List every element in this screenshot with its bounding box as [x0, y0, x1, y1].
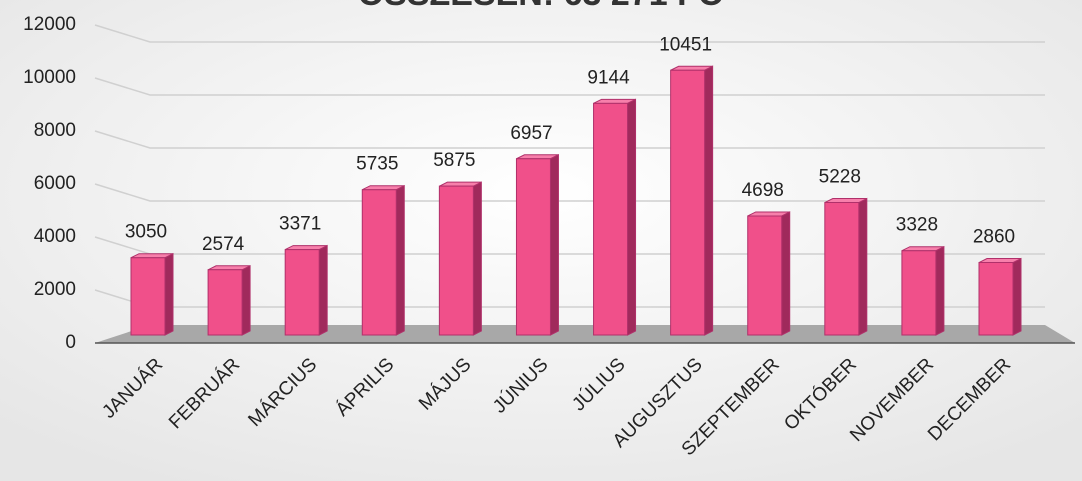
data-label: 5875: [433, 150, 475, 171]
bar-front: [130, 257, 166, 336]
bar-side: [395, 184, 405, 336]
bar: [824, 197, 868, 336]
bar-top: [362, 185, 405, 191]
bar: [438, 181, 482, 336]
bar-front: [515, 158, 551, 336]
bar-side: [627, 98, 637, 336]
bar-top: [747, 211, 790, 217]
grid-line: [94, 183, 1045, 202]
bar-top: [284, 245, 328, 251]
bar-front: [901, 250, 937, 336]
bar-side: [164, 252, 174, 336]
bar-top: [824, 198, 868, 204]
y-tick-label: 8000: [34, 120, 76, 141]
data-label: 5228: [819, 167, 861, 188]
bar-front: [670, 69, 706, 336]
bar-top: [593, 98, 636, 104]
bar: [284, 244, 328, 336]
bar: [593, 98, 637, 336]
y-tick-label: 2000: [34, 279, 76, 300]
bar: [901, 245, 945, 336]
bar-side: [935, 245, 945, 336]
y-tick-label: 6000: [34, 173, 76, 194]
bar-top: [670, 65, 713, 71]
data-label: 10451: [659, 34, 712, 55]
y-tick-label: 12000: [23, 14, 76, 35]
bar: [670, 65, 714, 336]
y-tick-label: 0: [65, 332, 76, 353]
bar-front: [593, 102, 629, 336]
bar-side: [781, 211, 791, 336]
bar-front: [824, 202, 860, 336]
bar: [130, 252, 174, 336]
grid-line: [94, 130, 1045, 149]
y-tick-label: 4000: [34, 226, 76, 247]
data-label: 4698: [742, 180, 784, 201]
grid-line: [94, 77, 1045, 96]
bar-top: [439, 181, 482, 187]
bar-front: [207, 269, 243, 336]
bar: [361, 184, 405, 336]
bar: [515, 153, 559, 336]
bar-front: [747, 215, 783, 336]
bar: [978, 257, 1022, 336]
bar-front: [361, 189, 397, 336]
data-label: 2574: [202, 234, 245, 255]
grid-line: [94, 24, 1045, 43]
bar-top: [207, 265, 251, 271]
chart-title: ÖSSZESEN: 63 271 FŐ: [358, 0, 725, 13]
bar-front: [438, 185, 474, 336]
bar-top: [978, 258, 1022, 264]
bar-top: [516, 154, 559, 160]
bar-front: [284, 249, 320, 336]
data-label: 3371: [279, 214, 321, 235]
bar-front: [978, 262, 1014, 336]
bar-side: [472, 181, 482, 336]
data-label: 9144: [587, 67, 630, 88]
bar-top: [130, 253, 174, 259]
bar-side: [1012, 257, 1022, 336]
bar-top: [901, 246, 945, 252]
data-label: 3050: [125, 222, 167, 243]
bar-side: [318, 244, 328, 336]
data-label: 3328: [896, 215, 938, 236]
data-label: 6957: [510, 123, 552, 144]
bar: [207, 264, 251, 336]
y-tick-label: 10000: [23, 67, 76, 88]
data-label: 2860: [973, 227, 1015, 248]
bar-side: [549, 153, 559, 336]
data-label: 5735: [356, 154, 398, 175]
bar: [747, 211, 791, 336]
bar-side: [241, 264, 251, 336]
bar-side: [858, 197, 868, 336]
bar-side: [704, 65, 714, 336]
